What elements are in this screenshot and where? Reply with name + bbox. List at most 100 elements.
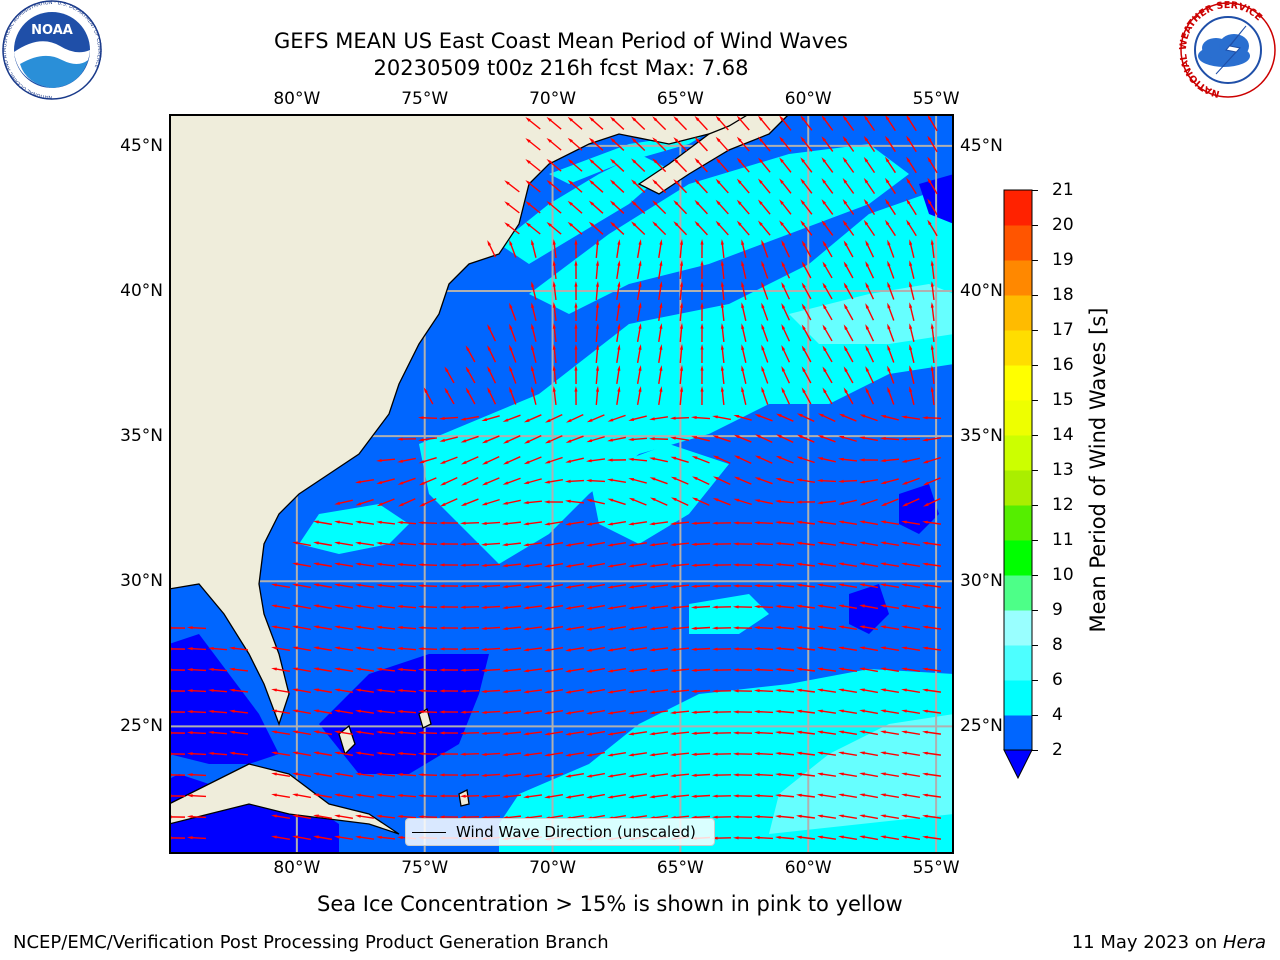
wave-direction-arrowhead	[691, 584, 697, 588]
lat-tick-label-left: 35°N	[120, 426, 163, 447]
wave-direction-arrowhead	[691, 436, 698, 440]
wave-direction-arrowhead	[775, 730, 781, 735]
wave-direction-arrowhead	[901, 667, 907, 671]
wave-direction-arrow	[357, 794, 375, 798]
wave-direction-arrowhead	[901, 709, 907, 713]
wave-direction-arrowhead	[817, 709, 823, 713]
lon-tick-label-top: 65°W	[656, 89, 704, 109]
wave-direction-arrowhead	[880, 667, 886, 671]
wave-direction-arrow	[595, 388, 599, 406]
colorbar	[1000, 186, 1040, 786]
wave-direction-arrowhead	[715, 220, 721, 226]
wave-direction-arrowhead	[733, 414, 740, 418]
wave-direction-arrowhead	[481, 689, 487, 693]
wave-direction-arrowhead	[817, 457, 824, 461]
wave-direction-arrow	[569, 160, 583, 172]
wave-direction-arrowhead	[901, 604, 907, 608]
wave-direction-arrowhead	[715, 199, 721, 205]
wave-direction-arrowhead	[292, 709, 298, 713]
wave-direction-arrowhead	[481, 418, 488, 422]
wave-direction-arrowhead	[418, 460, 425, 464]
wave-direction-arrowhead	[586, 418, 593, 423]
colorbar-tick-label: 11	[1052, 530, 1074, 550]
wave-direction-arrowhead	[531, 386, 535, 393]
wave-direction-arrow	[442, 498, 458, 506]
wave-direction-arrowhead	[700, 344, 704, 350]
wave-direction-arrowhead	[525, 201, 531, 206]
wave-direction-arrow	[546, 731, 564, 735]
sea-ice-note: Sea Ice Concentration > 15% is shown in …	[317, 892, 903, 916]
wave-direction-arrowhead	[715, 178, 721, 184]
wave-direction-arrow	[337, 499, 353, 505]
wave-direction-arrowhead	[355, 541, 361, 545]
wave-direction-arrow	[798, 626, 816, 630]
wave-direction-arrow	[781, 368, 791, 384]
wave-direction-arrow	[777, 521, 795, 525]
wave-direction-arrowhead	[901, 751, 907, 755]
wave-direction-arrow	[483, 563, 501, 567]
wave-direction-arrow	[632, 222, 646, 236]
wave-direction-arrow	[315, 835, 333, 841]
wave-direction-arrowhead	[754, 836, 760, 840]
wave-direction-arrow	[525, 815, 543, 819]
lat-tick-label-right: 35°N	[960, 426, 1003, 447]
wave-direction-arrow	[819, 773, 837, 777]
wave-direction-arrowhead	[229, 646, 235, 650]
colorbar-segment	[1004, 540, 1032, 576]
wave-direction-arrow	[819, 731, 837, 735]
wave-direction-arrowhead	[733, 605, 739, 609]
wave-direction-arrowhead	[670, 668, 676, 673]
wave-direction-arrow	[546, 794, 564, 798]
wave-direction-arrow	[738, 159, 750, 173]
wave-direction-arrowhead	[817, 413, 824, 418]
wave-direction-arrow	[231, 668, 249, 672]
wave-direction-arrowhead	[586, 606, 592, 610]
wave-direction-arrowhead	[842, 157, 848, 163]
wave-direction-arrow	[462, 711, 480, 713]
wave-direction-arrowhead	[334, 709, 340, 713]
wave-direction-arrowhead	[843, 324, 848, 330]
wave-direction-arrow	[466, 368, 476, 384]
wave-direction-arrow	[843, 201, 855, 215]
wave-direction-arrow	[883, 478, 899, 484]
wave-direction-arrow	[506, 223, 520, 235]
wave-direction-arrow	[357, 815, 375, 819]
wave-direction-arrow	[546, 584, 564, 588]
wave-direction-arrowhead	[502, 774, 508, 778]
wave-direction-arrow	[903, 438, 921, 440]
wave-direction-arrowhead	[796, 814, 802, 818]
credit-line: NCEP/EMC/Verification Post Processing Pr…	[13, 932, 609, 953]
wave-direction-arrow	[757, 456, 773, 464]
wave-direction-arrowhead	[930, 302, 934, 308]
wave-direction-arrowhead	[754, 563, 760, 567]
wave-direction-arrowhead	[884, 156, 890, 163]
wave-direction-arrow	[546, 478, 564, 484]
wave-direction-arrowhead	[796, 709, 802, 713]
wave-direction-arrowhead	[502, 627, 508, 631]
wave-direction-arrow	[462, 690, 480, 692]
wave-direction-arrowhead	[460, 439, 467, 443]
wave-direction-arrowhead	[649, 795, 655, 799]
wave-direction-arrow	[672, 563, 690, 567]
colorbar-segment	[1004, 645, 1032, 681]
wave-direction-arrow	[672, 668, 690, 672]
wave-direction-arrow	[653, 159, 667, 173]
wave-direction-arrowhead	[670, 542, 676, 547]
wave-direction-arrow	[636, 367, 642, 385]
wave-direction-arrow	[336, 668, 354, 672]
wave-direction-arrow	[567, 583, 585, 589]
wave-direction-arrowhead	[502, 481, 509, 485]
wave-direction-arrowhead	[859, 751, 865, 755]
wave-direction-arrowhead	[481, 481, 488, 486]
wave-direction-arrow	[379, 498, 395, 506]
wave-direction-arrowhead	[574, 386, 578, 392]
wave-direction-arrow	[630, 437, 648, 441]
wave-direction-arrow	[674, 180, 688, 194]
wave-direction-arrow	[546, 605, 564, 609]
wave-direction-arrowhead	[638, 365, 642, 371]
wave-direction-arrowhead	[460, 647, 466, 651]
wave-direction-arrow	[721, 325, 725, 343]
wave-direction-arrowhead	[439, 815, 445, 819]
wave-direction-arrow	[822, 159, 834, 173]
wave-direction-arrow	[861, 541, 879, 547]
